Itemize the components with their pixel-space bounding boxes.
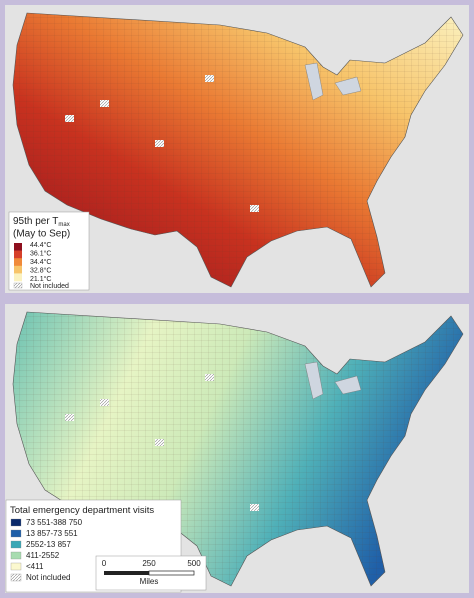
legend-swatch — [13, 282, 23, 289]
legend-swatch — [10, 573, 22, 582]
legend-label: 34.4°C — [30, 258, 51, 266]
legend-label: Not included — [26, 573, 70, 582]
scale-unit: Miles — [140, 577, 159, 586]
scale-tick-label: 0 — [102, 559, 107, 568]
legend-label: <411 — [26, 562, 44, 571]
excluded-area — [155, 140, 164, 147]
legend-box — [8, 211, 90, 291]
scale-segment — [148, 570, 195, 576]
legend-swatch — [10, 540, 22, 549]
excluded-area — [205, 75, 214, 82]
excluded-area — [65, 115, 74, 122]
lakes — [304, 62, 362, 101]
scale-tick-label: 500 — [187, 559, 201, 568]
legend-title: Total emergency department visits — [10, 505, 154, 516]
excluded-area — [250, 504, 259, 511]
excluded-area — [250, 205, 259, 212]
legend-swatch — [10, 518, 22, 527]
legend-subtitle: (May to Sep) — [13, 229, 70, 240]
heat-map — [12, 12, 464, 288]
legend-label: 13 857-73 551 — [26, 529, 78, 538]
excluded-area — [205, 374, 214, 381]
legend-title: 95th per Tmax — [13, 216, 70, 228]
legend-label: 32.8°C — [30, 266, 51, 274]
scale-bar: Miles 0 250 500 — [95, 555, 207, 591]
excluded-area — [100, 399, 109, 406]
legend-label: 73 551-388 750 — [26, 518, 83, 527]
excluded-area — [155, 439, 164, 446]
legend-label: 21.1°C — [30, 275, 51, 283]
legend-swatch — [10, 551, 22, 560]
excluded-area — [100, 100, 109, 107]
legend-swatch — [10, 529, 22, 538]
scale-tick-label: 250 — [142, 559, 156, 568]
scale-segment — [104, 571, 149, 575]
legend-swatch — [14, 243, 22, 251]
excluded-area — [65, 414, 74, 421]
lakes — [304, 361, 362, 400]
heat-legend: 95th per Tmax (May to Sep) — [8, 211, 90, 291]
legend-label: Not included — [30, 283, 69, 290]
legend-label: 36.1°C — [30, 249, 51, 257]
legend-label: 44.4°C — [30, 241, 51, 249]
legend-swatch — [14, 265, 22, 274]
legend-swatch — [10, 562, 22, 571]
legend-swatch — [14, 250, 22, 259]
legend-label: 2552-13 857 — [26, 540, 71, 549]
legend-label: 411-2552 — [26, 551, 60, 560]
legend-swatch — [14, 258, 22, 267]
legend-swatch — [14, 273, 22, 282]
